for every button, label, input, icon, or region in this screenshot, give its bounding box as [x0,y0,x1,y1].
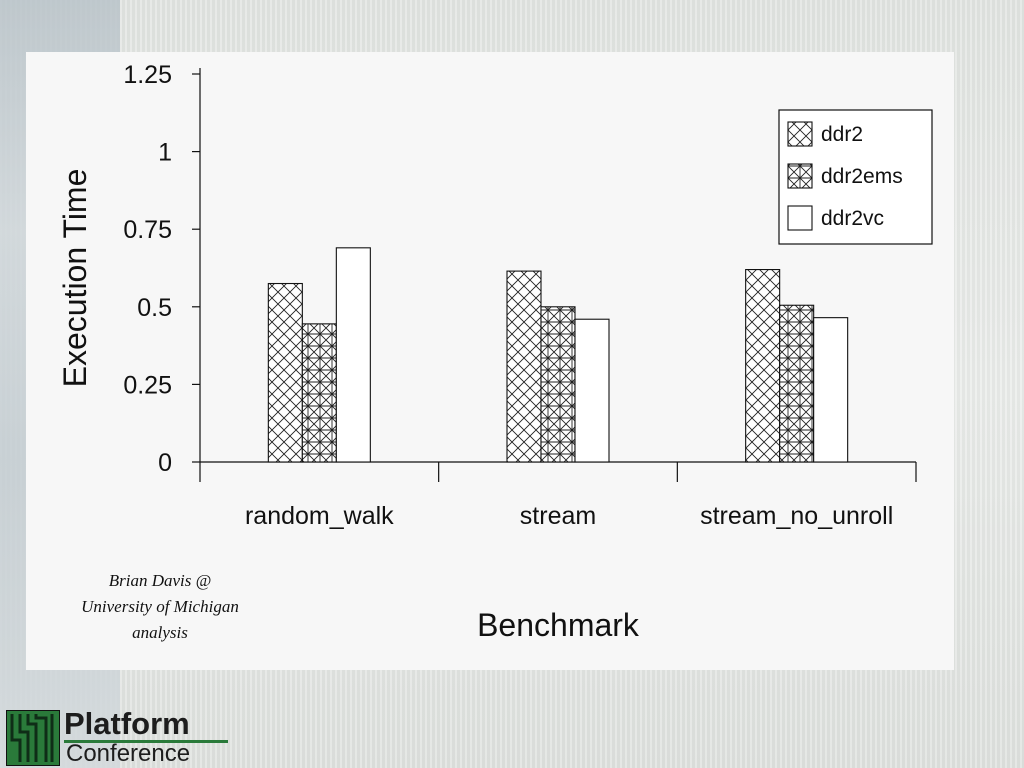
bar-ddr2ems-stream_no_unroll [779,304,815,463]
y-tick-label: 1 [158,139,172,167]
legend-swatch-ddr2 [787,121,813,147]
legend-swatch-ddr2ems [787,163,813,189]
bar-chart: 0 0.25 0.5 0.75 1 1.25 random_walk stream stream… [57,61,933,643]
logo-word-platform: Platform [64,706,190,741]
circuit-chip-icon [6,710,60,766]
legend-label-ddr2ems: ddr2ems [821,165,903,188]
logo-rule [64,740,228,743]
logo-word-conference: Conference [66,740,191,767]
legend-swatch-ddr2vc [787,205,813,231]
x-tick-label: random_walk [245,502,394,530]
y-tick-label: 1.25 [123,61,172,89]
bar-ddr2ems-stream [540,306,576,463]
legend-label-ddr2: ddr2 [821,123,863,146]
bar-ddr2-random_walk [267,282,303,463]
platform-conference-logo: Platform Conference [4,706,234,768]
credit-line-3: analysis [132,623,188,642]
bar-ddr2-stream [506,270,542,463]
bar-ddr2-stream_no_unroll [745,269,781,463]
bar-ddr2vc-random_walk [335,247,371,463]
chart-panel: 0 0.25 0.5 0.75 1 1.25 random_walk stream stream… [26,52,954,670]
legend-label-ddr2vc: ddr2vc [821,207,884,230]
author-credit: Brian Davis @ University of Michigan ana… [40,568,280,646]
bar-ddr2vc-stream_no_unroll [813,317,849,463]
bar-ddr2ems-random_walk [301,323,337,463]
y-axis-title: Execution Time [57,169,93,388]
x-tick-label: stream [520,502,596,530]
bar-ddr2vc-stream [574,318,610,463]
credit-line-2: University of Michigan [81,597,239,616]
x-tick-label: stream_no_unroll [700,502,893,530]
x-axis-title: Benchmark [477,607,640,643]
credit-line-1: Brian Davis @ [108,571,212,590]
y-tick-label: 0.5 [137,294,172,322]
y-tick-label: 0 [158,449,172,477]
y-tick-label: 0.25 [123,371,172,399]
y-tick-label: 0.75 [123,216,172,244]
